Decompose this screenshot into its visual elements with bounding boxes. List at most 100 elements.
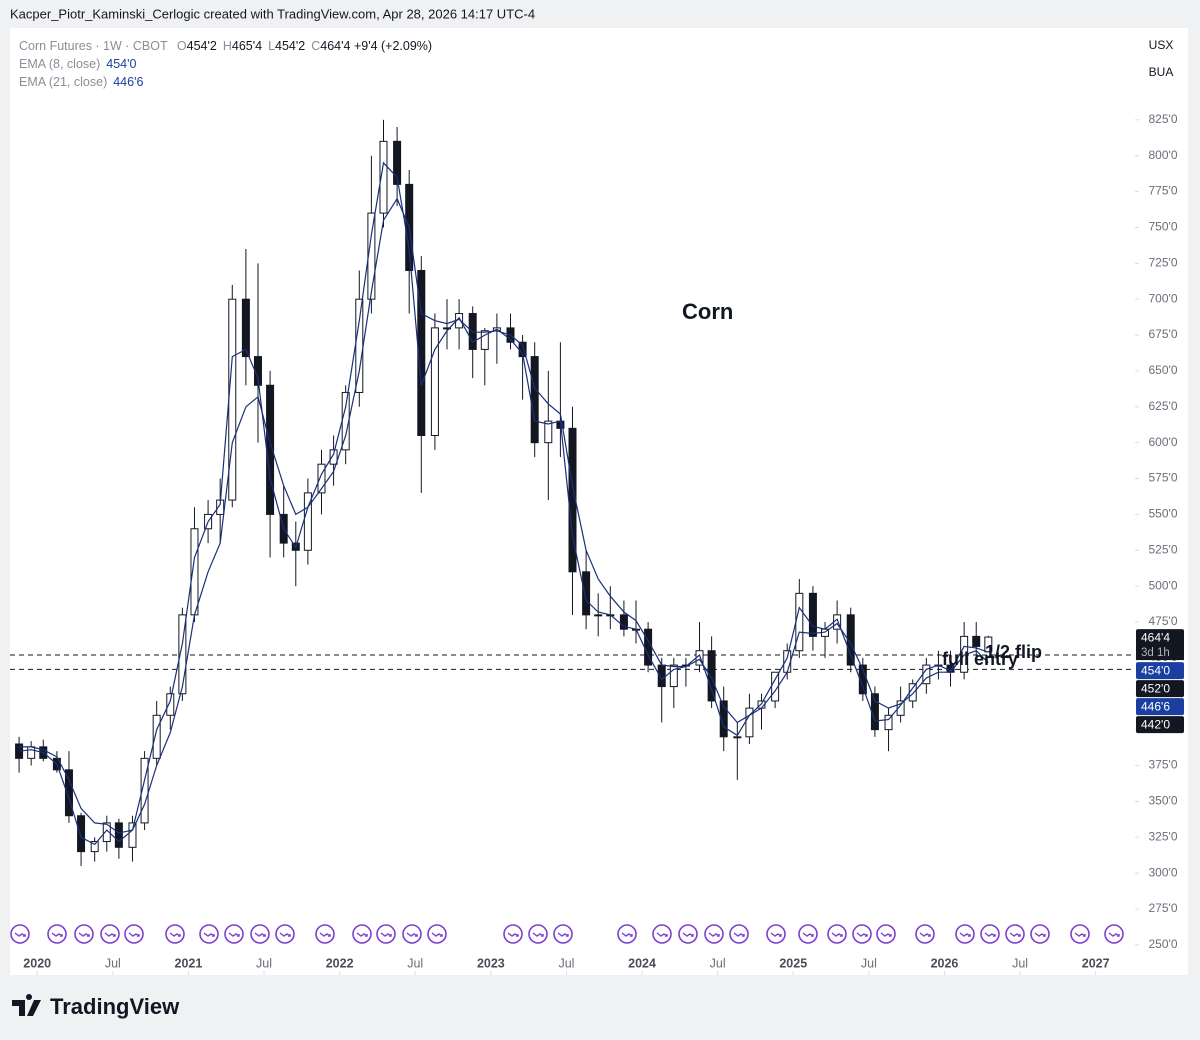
candle-body [430,327,439,436]
logo-text: TradingView [50,994,180,1019]
event-icon [503,924,523,944]
legend-ema8: EMA (8, close) 454'0 [19,57,136,71]
y-tick-label: 700'0 [1149,291,1178,305]
x-tick-label: Jul [861,956,877,970]
event-arrow [708,932,720,937]
ema-value: 454'0 [106,57,137,71]
candle-body [114,822,123,848]
y-tick-label: 475'0 [1149,614,1178,628]
ema-name: EMA (21, close) [19,75,108,89]
candle-body [241,298,250,358]
currency-button[interactable]: USX [1148,38,1174,52]
event-icon [980,924,1000,944]
event-arrow [104,932,116,937]
event-arrow [356,932,368,937]
candle-body [530,356,539,444]
candle-body [329,449,338,465]
ohlc-value: 465'4 [231,39,263,53]
price-tag-label: 442'0 [1141,717,1170,731]
event-icon [704,924,724,944]
y-tick-label: 600'0 [1149,435,1178,449]
event-arrow [406,932,418,937]
candle-body [64,769,73,817]
candle-body [393,140,402,185]
event-arrow [919,932,931,937]
event-arrow [1009,932,1021,937]
y-tick-label: 775'0 [1149,184,1178,198]
event-icon [876,924,896,944]
candle-body [480,330,489,350]
ohlc-key: H [222,39,232,53]
event-icon [617,924,637,944]
event-icon [100,924,120,944]
candle-body [152,714,161,759]
y-tick-label: 825'0 [1149,112,1178,126]
y-tick-label: 300'0 [1149,865,1178,879]
event-icon [678,924,698,944]
event-icon [199,924,219,944]
countdown: 3d 1h [1141,647,1170,659]
price-tag-label: 454'0 [1141,663,1170,677]
unit-button[interactable]: BUA [1148,65,1174,79]
x-tick-label: 2021 [175,956,203,970]
y-tick-label: 525'0 [1149,542,1178,556]
candle-body [896,700,905,716]
event-icon [124,924,144,944]
y-tick-label: 675'0 [1149,327,1178,341]
price-tag-label: 464'4 [1141,630,1170,644]
candle-body [594,614,603,617]
ohlc-key: O [176,39,187,53]
event-arrow [856,932,868,937]
event-icon [1104,924,1124,944]
candle-body [417,269,426,436]
ema-line [19,197,989,834]
legend-ema21: EMA (21, close) 446'6 [19,75,143,89]
event-icon [1030,924,1050,944]
x-tick-label: 2027 [1082,956,1110,970]
price-tag [1136,629,1184,647]
price-tag [1136,662,1184,680]
event-icon [275,924,295,944]
plot: 250'0275'0300'0325'0350'0375'0400'0425'0… [10,112,1184,975]
x-tick-label: 2025 [779,956,807,970]
event-icon [224,924,244,944]
event-icon [427,924,447,944]
y-tick-label: 375'0 [1149,758,1178,772]
event-icon [250,924,270,944]
logo: TradingView [12,994,180,1019]
y-tick-label: 625'0 [1149,399,1178,413]
symbol: Corn Futures · 1W · CBOT [19,39,168,53]
annotation: full entry [942,649,1018,669]
event-icon [315,924,335,944]
ohlc-key: L [268,39,276,53]
event-arrow [1074,932,1086,937]
x-tick-label: 2022 [326,956,354,970]
candle-body [27,746,36,759]
price-tag [1136,680,1184,698]
y-tick-label: 325'0 [1149,829,1178,843]
price-tag [1136,716,1184,734]
y-tick-label: 725'0 [1149,255,1178,269]
candle-body [77,815,86,853]
event-arrow [14,932,26,937]
candle-body [178,614,187,695]
candle-body [808,592,817,637]
event-icon [766,924,786,944]
ohlc-key: C [311,39,321,53]
event-arrow [682,932,694,937]
y-tick-label: 650'0 [1149,363,1178,377]
candle-body [102,822,111,843]
event-icon [852,924,872,944]
candle-body [140,757,149,824]
ema-value: 446'6 [113,75,144,89]
change: +9'4 (+2.09%) [353,39,433,53]
y-tick-label: 350'0 [1149,794,1178,808]
event-arrow [228,932,240,937]
candle-body [544,420,553,444]
candle-body [228,298,237,501]
event-icon [652,924,672,944]
x-tick-label: Jul [105,956,121,970]
candle-body [128,822,137,848]
